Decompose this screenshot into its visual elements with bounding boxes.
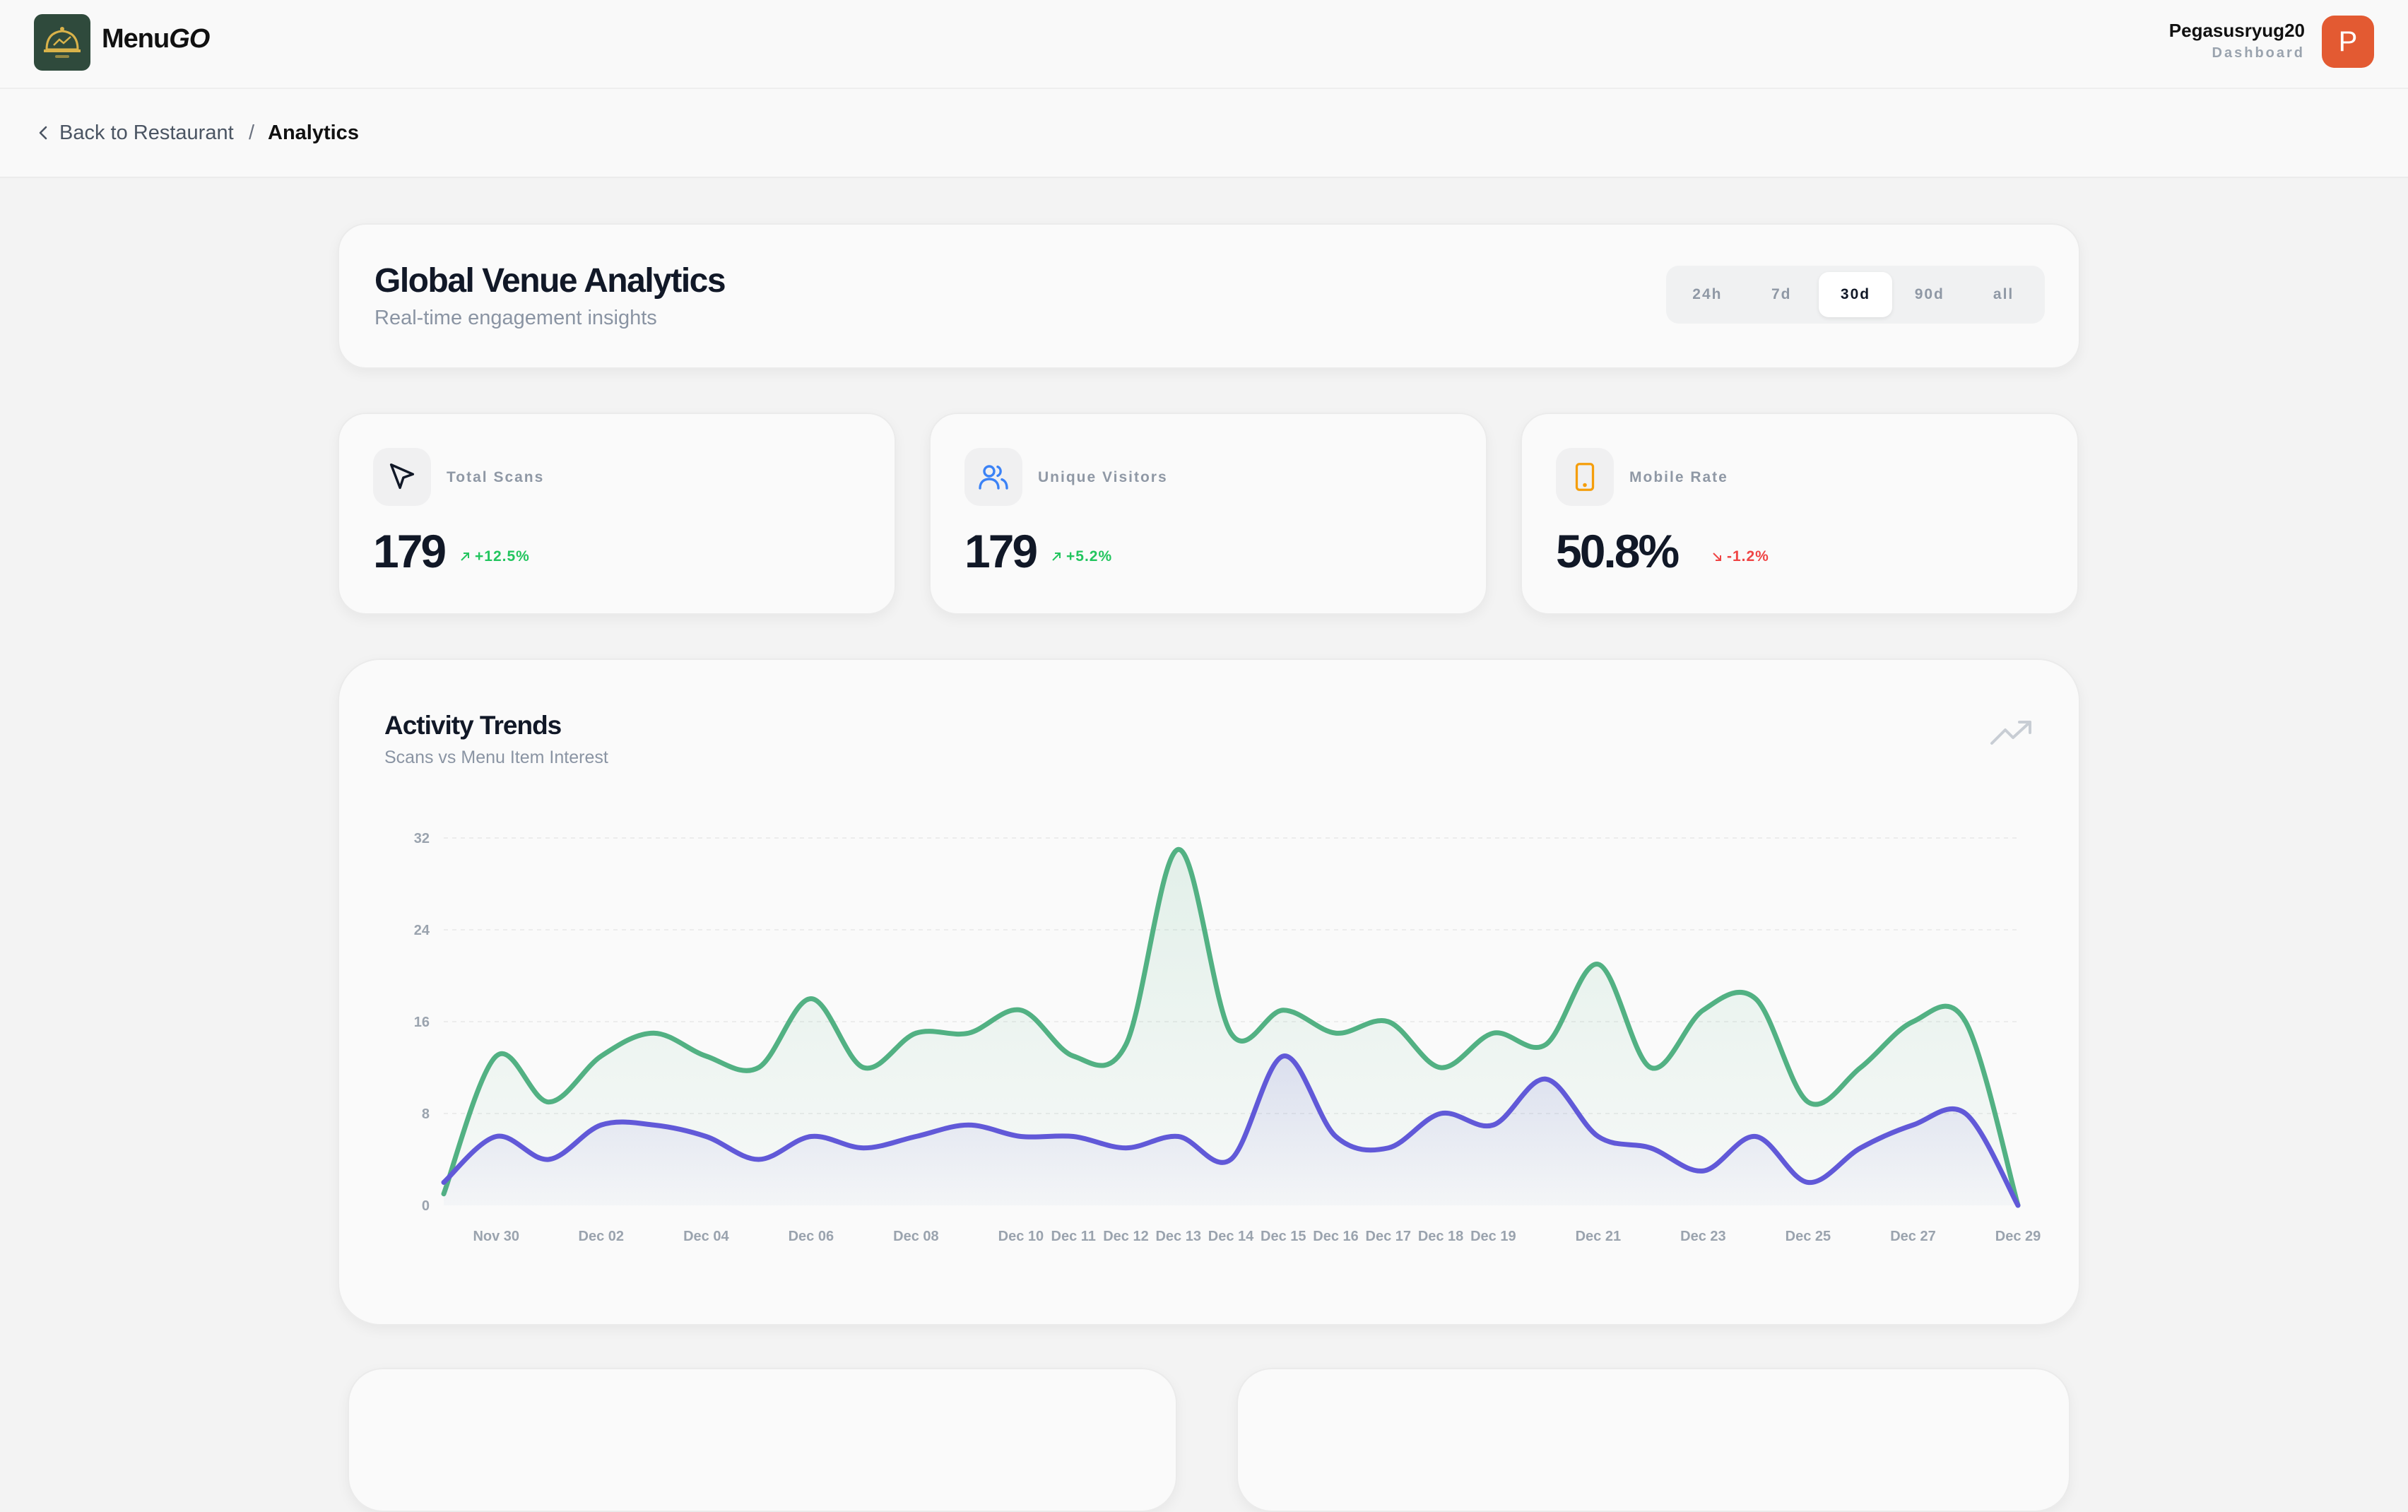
x-tick-label: Dec 02: [579, 1229, 625, 1244]
y-tick-label: 16: [414, 1015, 430, 1030]
chart-subtitle: Scans vs Menu Item Interest: [384, 748, 608, 767]
series-area-1: [444, 1056, 2018, 1205]
x-tick-label: Dec 19: [1470, 1229, 1516, 1244]
bottom-card-left: [348, 1368, 1177, 1512]
stat-label: Total Scans: [447, 469, 545, 485]
x-tick-label: Dec 15: [1261, 1229, 1306, 1244]
breadcrumb-separator: /: [249, 122, 255, 144]
bottom-card-right: [1237, 1368, 2070, 1512]
page-title: Global Venue Analytics: [374, 262, 726, 300]
x-tick-label: Dec 10: [998, 1229, 1044, 1244]
range-option-90d[interactable]: 90d: [1914, 286, 1944, 302]
x-tick-label: Dec 16: [1313, 1229, 1359, 1244]
analytics-header-card: Global Venue Analytics Real-time engagem…: [338, 223, 2080, 369]
stat-change: +5.2%: [1051, 548, 1112, 565]
activity-trends-card: 0 8 16 24 32 Nov 30 Dec 02 Dec 04 Dec 06 Dec 08 De…: [338, 658, 2080, 1325]
range-option-30d[interactable]: 30d: [1818, 272, 1893, 317]
y-tick-label: 24: [414, 923, 430, 938]
x-tick-label: Dec 17: [1366, 1229, 1412, 1244]
breadcrumb-current: Analytics: [268, 122, 359, 144]
series-area-0: [444, 849, 2018, 1205]
range-option-7d[interactable]: 7d: [1771, 286, 1792, 302]
stat-card-mobile-rate: Mobile Rate 50.8% -1.2%: [1521, 413, 2079, 615]
back-to-restaurant-link[interactable]: Back to Restaurant: [37, 120, 234, 146]
y-tick-label: 32: [414, 831, 430, 846]
x-tick-label: Dec 23: [1680, 1229, 1726, 1244]
activity-chart: 0 8 16 24 32 Nov 30 Dec 02 Dec 04 Dec 06 Dec 08 De…: [414, 831, 2041, 1244]
x-tick-label: Dec 14: [1208, 1229, 1254, 1244]
x-tick-label: Dec 06: [789, 1229, 834, 1244]
stat-value: 179: [964, 525, 1038, 577]
chevron-left-icon: [39, 126, 47, 140]
stat-change: +12.5%: [459, 548, 530, 565]
range-option-24h[interactable]: 24h: [1692, 286, 1723, 302]
range-option-all[interactable]: all: [1993, 286, 2014, 302]
arrow-up-right-icon: [1052, 553, 1061, 561]
stat-label: Unique Visitors: [1038, 469, 1168, 485]
chart-title: Activity Trends: [384, 711, 562, 740]
x-tick-label: Dec 08: [893, 1229, 939, 1244]
stat-card-total-scans: Total Scans 179 +12.5%: [338, 413, 896, 615]
arrow-down-right-icon: [1713, 553, 1721, 561]
top-bar: MenuGO Pegasusryug20 Dashboard P: [0, 0, 2408, 89]
page-subtitle: Real-time engagement insights: [374, 307, 657, 329]
x-tick-label: Dec 11: [1051, 1229, 1096, 1244]
avatar[interactable]: P: [2322, 16, 2374, 68]
x-tick-label: Dec 13: [1155, 1229, 1201, 1244]
y-tick-label: 0: [422, 1198, 430, 1214]
x-tick-label: Dec 27: [1890, 1229, 1936, 1244]
x-tick-label: Dec 21: [1576, 1229, 1622, 1244]
stat-card-unique-visitors: Unique Visitors 179 +5.2%: [929, 413, 1487, 615]
cursor-pointer-icon: [373, 448, 431, 506]
stat-label: Mobile Rate: [1629, 469, 1728, 485]
users-icon: [964, 448, 1022, 506]
x-tick-label: Dec 25: [1786, 1229, 1831, 1244]
time-range-selector: 24h 7d 30d 90d all: [1666, 266, 2045, 324]
back-link-label: Back to Restaurant: [59, 122, 234, 144]
cloche-logo-icon[interactable]: [34, 14, 90, 71]
trending-up-icon: [1990, 718, 2034, 750]
series-line-1: [441, 1053, 2021, 1208]
x-tick-label: Nov 30: [473, 1229, 519, 1244]
stat-value: 179: [373, 525, 447, 577]
x-tick-label: Dec 04: [683, 1229, 729, 1244]
x-tick-label: Dec 18: [1418, 1229, 1464, 1244]
x-tick-label: Dec 12: [1103, 1229, 1149, 1244]
user-name: Pegasusryug20: [2168, 20, 2305, 41]
series-line-0: [441, 846, 2021, 1208]
stat-value: 50.8%: [1556, 525, 1680, 577]
breadcrumb: Back to Restaurant / Analytics: [0, 89, 2408, 178]
x-tick-label: Dec 29: [1995, 1229, 2041, 1244]
user-role: Dashboard: [2212, 45, 2305, 61]
arrow-up-right-icon: [461, 553, 469, 561]
brand-name: MenuGO: [102, 24, 210, 54]
stat-change: -1.2%: [1711, 548, 1769, 565]
y-tick-label: 8: [422, 1106, 430, 1122]
mobile-phone-icon: [1556, 448, 1614, 506]
